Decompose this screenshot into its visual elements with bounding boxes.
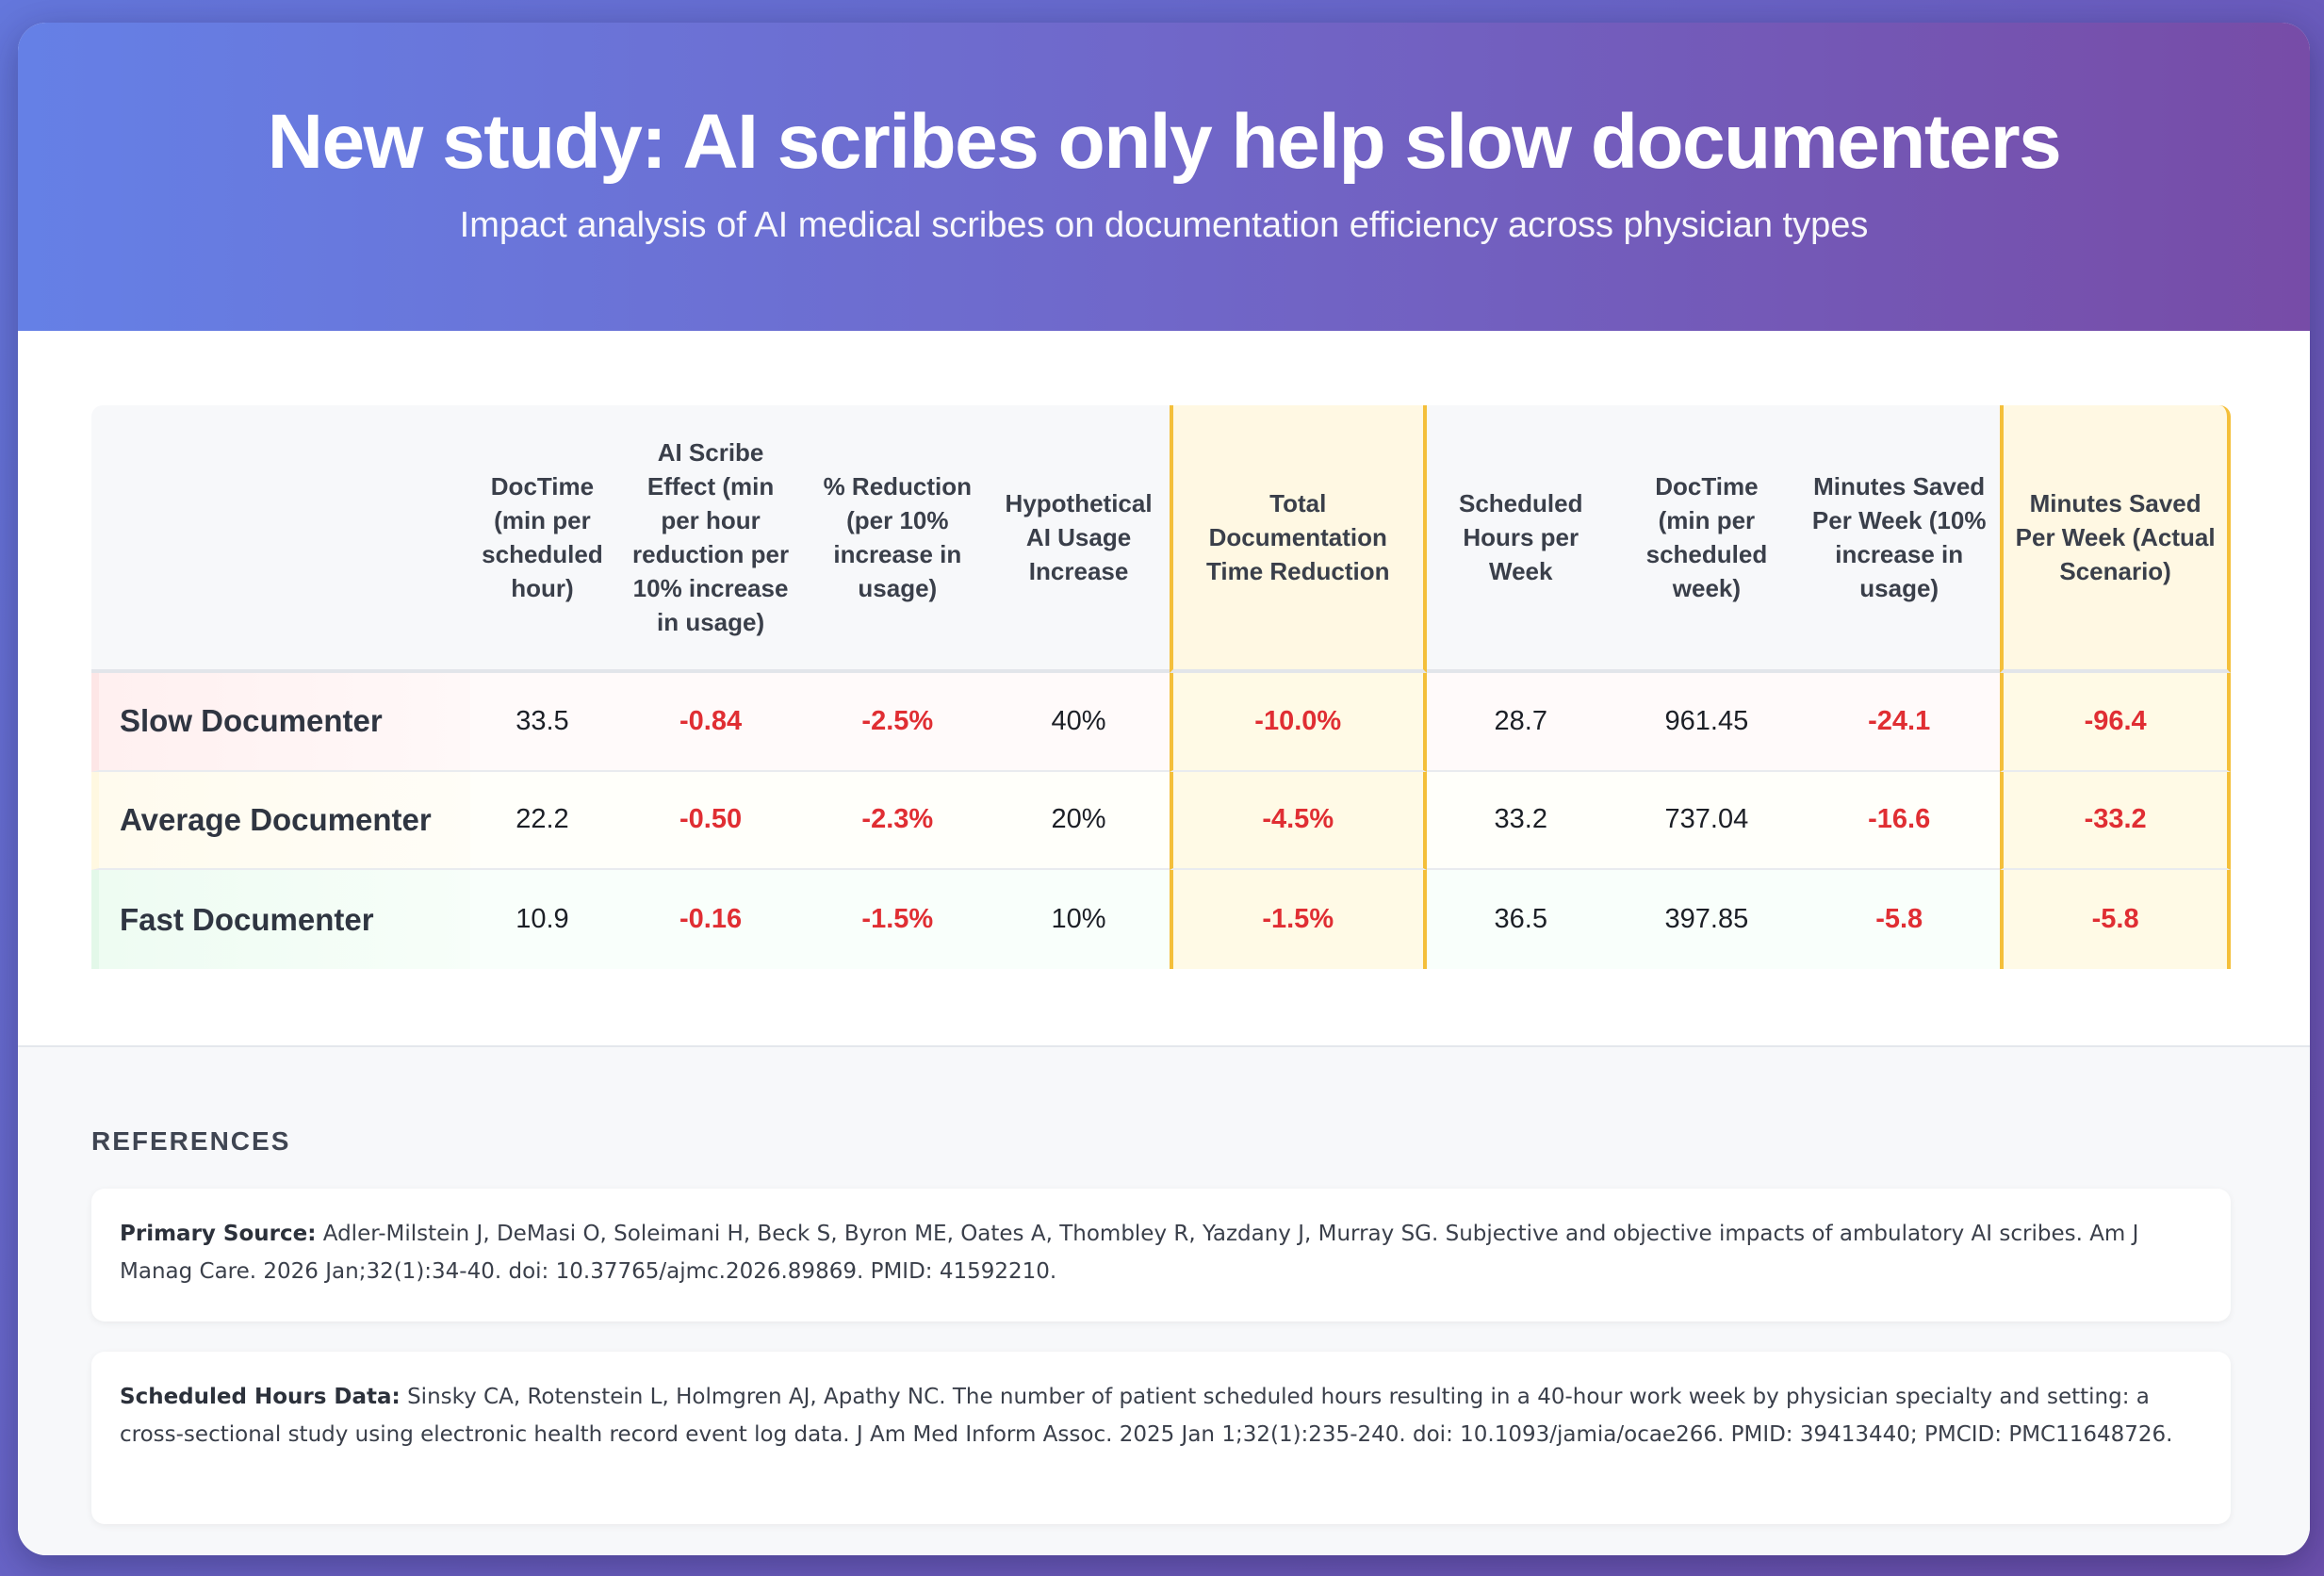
page-subtitle: Impact analysis of AI medical scribes on… [459,205,1869,245]
reference-text: Sinsky CA, Rotenstein L, Holmgren AJ, Ap… [120,1385,2173,1447]
cell-minutes-saved-10: -24.1 [1798,673,2001,772]
row-label: Slow Documenter [91,673,470,772]
column-header-minutes-saved-10: Minutes Saved Per Week (10% increase in … [1798,405,2001,673]
header-banner: New study: AI scribes only help slow doc… [18,23,2310,331]
cell-doctime-week: 961.45 [1614,673,1799,772]
cell-ai-scribe-effect: -0.84 [614,673,808,772]
column-header-pct-reduction: % Reduction (per 10% increase in usage) [807,405,989,673]
cell-doctime-week: 737.04 [1614,771,1799,871]
cell-pct-reduction: -1.5% [807,870,989,969]
cell-total-reduction: -10.0% [1169,673,1427,772]
cell-minutes-saved-actual: -96.4 [2000,673,2231,772]
cell-doctime-hour: 10.9 [470,870,614,969]
column-header-ai-scribe-effect: AI Scribe Effect (min per hour reduction… [614,405,808,673]
references-heading: REFERENCES [91,1126,291,1156]
column-header-doctime-hour: DocTime (min per scheduled hour) [470,405,614,673]
cell-total-reduction: -1.5% [1169,870,1427,969]
cell-pct-reduction: -2.5% [807,673,989,772]
references-section: REFERENCES Primary Source: Adler-Milstei… [18,1045,2310,1555]
column-header-doctime-week: DocTime (min per scheduled week) [1614,405,1799,673]
cell-ai-scribe-effect: -0.50 [614,771,808,871]
cell-scheduled-hours: 28.7 [1426,673,1615,772]
cell-pct-reduction: -2.3% [807,771,989,871]
column-header-usage-increase: Hypothetical AI Usage Increase [988,405,1170,673]
cell-ai-scribe-effect: -0.16 [614,870,808,969]
reference-label: Scheduled Hours Data: [120,1385,401,1409]
cell-doctime-hour: 33.5 [470,673,614,772]
table-row-fast-documenter: Fast Documenter 10.9 -0.16 -1.5% 10% -1.… [91,870,2231,969]
results-table-container: DocTime (min per scheduled hour) AI Scri… [91,405,2231,969]
cell-usage-increase: 20% [988,771,1170,871]
row-label: Average Documenter [91,771,470,871]
page-title: New study: AI scribes only help slow doc… [267,99,2062,185]
cell-scheduled-hours: 36.5 [1426,870,1615,969]
table-row-average-documenter: Average Documenter 22.2 -0.50 -2.3% 20% … [91,771,2231,871]
cell-scheduled-hours: 33.2 [1426,771,1615,871]
cell-doctime-week: 397.85 [1614,870,1799,969]
cell-minutes-saved-10: -5.8 [1798,870,2001,969]
reference-label: Primary Source: [120,1222,317,1246]
reference-primary-source: Primary Source: Adler-Milstein J, DeMasi… [91,1189,2231,1322]
column-header-minutes-saved-actual: Minutes Saved Per Week (Actual Scenario) [2000,405,2231,673]
main-card: New study: AI scribes only help slow doc… [18,23,2310,1555]
table-header-row: DocTime (min per scheduled hour) AI Scri… [91,405,2231,673]
results-table: DocTime (min per scheduled hour) AI Scri… [91,405,2231,969]
cell-total-reduction: -4.5% [1169,771,1427,871]
reference-text: Adler-Milstein J, DeMasi O, Soleimani H,… [120,1222,2139,1284]
cell-usage-increase: 10% [988,870,1170,969]
table-row-slow-documenter: Slow Documenter 33.5 -0.84 -2.5% 40% -10… [91,673,2231,772]
reference-scheduled-hours: Scheduled Hours Data: Sinsky CA, Rotenst… [91,1352,2231,1524]
cell-minutes-saved-10: -16.6 [1798,771,2001,871]
column-header-scheduled-hours: Scheduled Hours per Week [1426,405,1615,673]
row-label: Fast Documenter [91,870,470,969]
cell-minutes-saved-actual: -33.2 [2000,771,2231,871]
cell-usage-increase: 40% [988,673,1170,772]
cell-doctime-hour: 22.2 [470,771,614,871]
column-header-label [91,405,470,673]
column-header-total-reduction: Total Documentation Time Reduction [1169,405,1427,673]
cell-minutes-saved-actual: -5.8 [2000,870,2231,969]
